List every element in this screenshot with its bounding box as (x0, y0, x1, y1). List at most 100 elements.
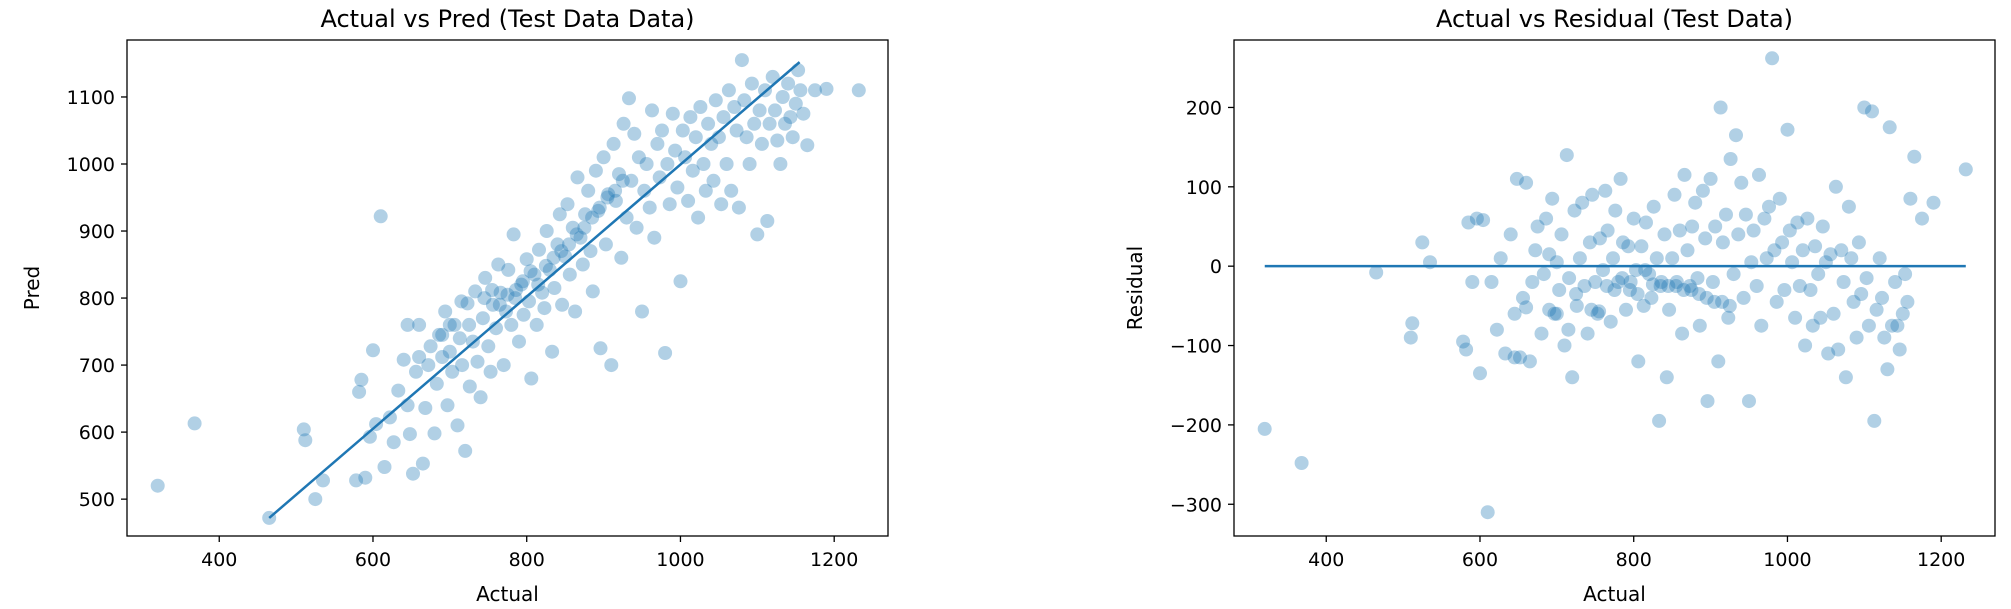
scatter-point (552, 207, 567, 222)
scatter-point (1539, 211, 1554, 226)
scatter-point (1677, 167, 1692, 182)
y-tick-label: −300 (1170, 494, 1222, 516)
scatter-point (1882, 120, 1897, 135)
x-tick-label: 400 (201, 549, 237, 571)
scatter-point (585, 210, 600, 225)
scatter-point (1456, 334, 1471, 349)
scatter-point (435, 350, 450, 364)
scatter-point (1800, 211, 1815, 226)
scatter-point (658, 346, 673, 360)
scatter-point (727, 100, 742, 114)
scatter-point (396, 352, 411, 367)
scatter-point (1885, 318, 1899, 333)
scatter-point (531, 277, 546, 292)
scatter-point (1465, 275, 1480, 289)
scatter-point (1792, 279, 1807, 293)
scatter-point (608, 183, 623, 198)
x-axis-label: Actual (1583, 582, 1646, 606)
scatter-point (1757, 211, 1772, 226)
scatter-point (1836, 275, 1851, 289)
scatter-point (1752, 167, 1766, 182)
scatter-point (1823, 247, 1838, 262)
scatter-point (1846, 294, 1861, 309)
scatter-point (500, 287, 515, 302)
scatter-point (1738, 207, 1753, 222)
scatter-point (516, 307, 531, 322)
scatter-point (1613, 171, 1628, 186)
scatter-point (721, 83, 736, 98)
scatter-point (678, 150, 693, 165)
scatter-point (1607, 283, 1622, 297)
scatter-point (691, 210, 706, 225)
scatter-point (1926, 195, 1941, 210)
scatter-point (1715, 235, 1730, 250)
scatter-point (1851, 235, 1866, 250)
x-tick-label: 1200 (1917, 549, 1965, 571)
scatter-point (545, 344, 560, 359)
x-axis-label: Actual (476, 582, 539, 606)
scatter-point (619, 210, 634, 225)
scatter-point (570, 170, 585, 185)
scatter-point (593, 341, 608, 356)
scatter-point (546, 250, 561, 265)
scatter-point (296, 422, 311, 437)
scatter-point (583, 244, 598, 259)
scatter-point (1900, 294, 1915, 309)
scatter-point (1841, 199, 1856, 214)
scatter-point (665, 106, 680, 121)
scatter-point (1877, 330, 1892, 345)
chart-title: Actual vs Residual (Test Data) (1436, 5, 1793, 33)
scatter-point (569, 227, 584, 242)
scatter-point (1294, 456, 1309, 470)
scatter-point (768, 103, 782, 118)
scatter-point (598, 237, 613, 252)
scatter-point (1854, 287, 1869, 301)
scatter-point (1675, 326, 1690, 341)
scatter-point (1542, 302, 1557, 317)
y-tick-label: 1100 (67, 87, 115, 109)
scatter-point (639, 157, 654, 171)
scatter-point (1958, 162, 1973, 177)
scatter-point (1530, 219, 1545, 234)
scatter-point (539, 224, 554, 238)
y-axis-label: Residual (1123, 246, 1147, 330)
scatter-point (575, 257, 590, 272)
scatter-point (412, 317, 427, 332)
y-tick-label: 0 (1210, 256, 1222, 278)
scatter-point (608, 193, 623, 208)
y-tick-label: 900 (79, 221, 115, 243)
scatter-point (1552, 283, 1567, 297)
scatter-point (400, 317, 415, 332)
scatter-point (1615, 271, 1630, 286)
scatter-point (496, 358, 511, 373)
scatter-point (1592, 304, 1607, 319)
scatter-point (1580, 326, 1595, 341)
scatter-point (565, 220, 580, 235)
scatter-point (1662, 302, 1677, 317)
scatter-point (1590, 306, 1605, 321)
plot-frame (1233, 39, 1996, 537)
scatter-point (1795, 243, 1810, 258)
scatter-point (1698, 231, 1713, 246)
scatter-point (1821, 346, 1836, 361)
scatter-point (778, 116, 792, 131)
scatter-point (1880, 362, 1895, 377)
scatter-point (1513, 350, 1527, 365)
scatter-point (415, 456, 430, 471)
scatter-point (450, 418, 465, 433)
scatter-point (535, 285, 550, 300)
scatter-point (1469, 211, 1484, 226)
scatter-point (1631, 354, 1646, 369)
scatter-point (298, 433, 313, 448)
scatter-point (1516, 290, 1530, 305)
scatter-point (1598, 183, 1613, 198)
scatter-point (470, 354, 485, 369)
scatter-point (1503, 227, 1518, 242)
scatter-point (366, 343, 380, 358)
scatter-point (1557, 338, 1572, 353)
scatter-point (445, 364, 460, 379)
scatter-point (851, 83, 866, 98)
scatter-point (701, 116, 716, 131)
scatter-point (1895, 306, 1910, 321)
